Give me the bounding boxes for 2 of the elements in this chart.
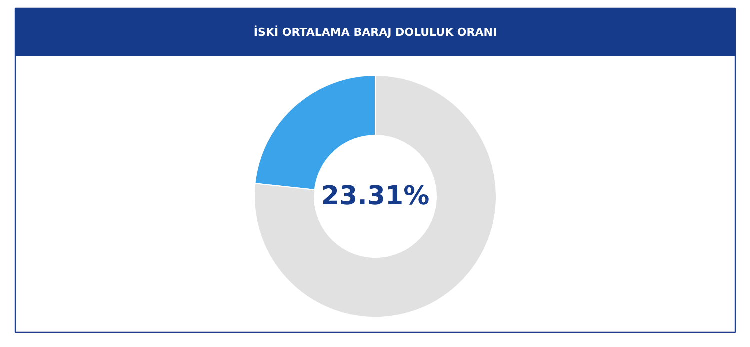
text: 23.31% — [321, 182, 430, 212]
chart-title: İSKİ ORTALAMA BARAJ DOLULUK ORANI — [254, 25, 498, 39]
